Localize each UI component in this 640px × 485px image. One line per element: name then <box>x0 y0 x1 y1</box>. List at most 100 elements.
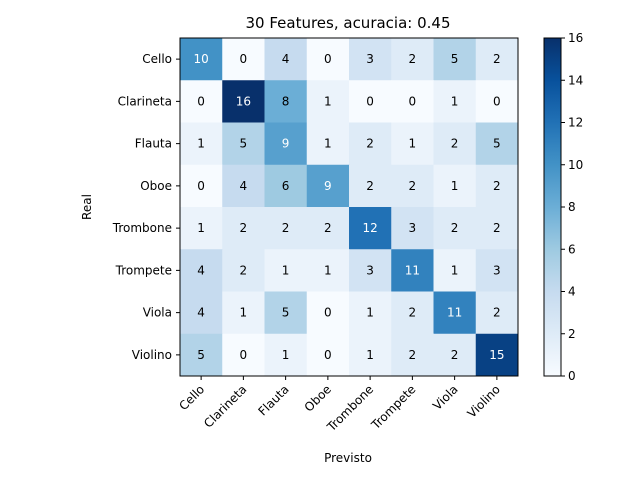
heatmap-cell <box>180 333 223 377</box>
cell-value-label: 0 <box>197 94 205 108</box>
heatmap-cell <box>306 38 350 81</box>
cell-value-label: 2 <box>493 306 501 320</box>
cell-value-label: 1 <box>324 137 332 151</box>
heatmap-cell <box>222 80 265 123</box>
cell-value-label: 2 <box>409 179 417 193</box>
cell-value-label: 3 <box>493 263 501 277</box>
heatmap-cell <box>264 291 308 335</box>
heatmap-cell <box>180 122 223 166</box>
heatmap-cell <box>391 164 434 208</box>
cell-value-label: 16 <box>236 94 251 108</box>
cell-value-label: 0 <box>324 52 332 66</box>
cell-value-label: 4 <box>282 52 290 66</box>
y-axis-ticks: Cello Clarineta Flauta Oboe Trombone Trompete… <box>112 52 180 362</box>
x-tick-label: Cello <box>176 382 207 413</box>
heatmap-cell <box>433 80 477 123</box>
heatmap-cell <box>391 38 434 81</box>
heatmap-cell <box>433 207 477 250</box>
cell-value-label: 2 <box>409 348 417 362</box>
y-tick-label: Oboe <box>140 179 172 193</box>
cell-value-label: 0 <box>493 94 501 108</box>
cell-value-label: 1 <box>366 306 374 320</box>
colorbar: 0 2 4 6 8 10 12 14 16 <box>543 31 583 383</box>
cell-value-label: 1 <box>324 263 332 277</box>
heatmap-cell <box>180 291 223 335</box>
cell-value-label: 2 <box>409 52 417 66</box>
cell-value-label: 2 <box>493 52 501 66</box>
heatmap-cell <box>222 164 265 208</box>
heatmap-cell <box>433 333 477 377</box>
x-tick-label: Violino <box>465 382 503 420</box>
x-tick-label: Clarineta <box>201 382 249 430</box>
chart-title: 30 Features, acuracia: 0.45 <box>245 14 450 32</box>
cell-value-label: 2 <box>366 179 374 193</box>
heatmap-cell <box>222 38 265 81</box>
cell-value-label: 1 <box>451 263 459 277</box>
heatmap-cell <box>475 291 519 335</box>
heatmap-cell <box>349 164 392 208</box>
heatmap-cell <box>180 38 223 81</box>
heatmap-cell <box>433 291 477 335</box>
colorbar-tick-label: 10 <box>568 158 583 172</box>
heatmap-cell <box>222 291 265 335</box>
heatmap-cell <box>306 207 350 250</box>
heatmap-cell <box>391 333 434 377</box>
colorbar-tick-label: 2 <box>568 327 576 341</box>
cell-value-label: 9 <box>324 179 332 193</box>
heatmap-cell <box>349 38 392 81</box>
colorbar-tick-label: 16 <box>568 31 583 45</box>
cell-value-label: 9 <box>282 137 290 151</box>
heatmap-cell <box>264 164 308 208</box>
cell-value-label: 3 <box>366 263 374 277</box>
heatmap-cell <box>264 249 308 292</box>
cell-value-label: 6 <box>282 179 290 193</box>
y-tick-label: Violino <box>132 348 172 362</box>
cell-value-label: 10 <box>193 52 208 66</box>
cell-value-label: 5 <box>197 348 205 362</box>
cell-value-label: 11 <box>447 306 462 320</box>
x-tick-label: Flauta <box>255 382 291 418</box>
heatmap-cell <box>180 207 223 250</box>
heatmap-cell <box>306 80 350 123</box>
cell-value-label: 4 <box>197 263 205 277</box>
heatmap-cell <box>306 249 350 292</box>
x-tick-label: Trompete <box>368 382 418 432</box>
x-axis-label: Previsto <box>324 451 372 465</box>
heatmap-cell <box>391 122 434 166</box>
cell-value-label: 15 <box>489 348 504 362</box>
cell-value-label: 12 <box>362 221 377 235</box>
heatmap-cell <box>306 122 350 166</box>
heatmap-cell <box>180 249 223 292</box>
heatmap-cell <box>475 164 519 208</box>
cell-value-label: 0 <box>324 306 332 320</box>
y-tick-label: Flauta <box>135 137 172 151</box>
heatmap-cell <box>475 207 519 250</box>
heatmap-cell <box>222 122 265 166</box>
colorbar-scale <box>543 37 562 377</box>
heatmap-cell <box>433 122 477 166</box>
cell-value-label: 2 <box>409 306 417 320</box>
cell-value-label: 1 <box>451 94 459 108</box>
cell-value-label: 2 <box>451 221 459 235</box>
x-tick-label: Oboe <box>302 382 334 414</box>
cell-value-label: 1 <box>366 348 374 362</box>
heatmap-cell <box>433 164 477 208</box>
cell-value-label: 2 <box>324 221 332 235</box>
cell-value-label: 0 <box>240 52 248 66</box>
cell-value-label: 1 <box>197 137 205 151</box>
colorbar-tick-label: 6 <box>568 242 576 256</box>
cell-value-label: 1 <box>451 179 459 193</box>
cell-value-label: 2 <box>451 348 459 362</box>
cell-value-label: 0 <box>197 179 205 193</box>
heatmap-cell <box>391 249 434 292</box>
cell-value-label: 3 <box>366 52 374 66</box>
heatmap-cell <box>264 122 308 166</box>
cell-value-label: 2 <box>240 263 248 277</box>
colorbar-tick-label: 14 <box>568 73 583 87</box>
cell-value-label: 2 <box>366 137 374 151</box>
heatmap-cell <box>222 333 265 377</box>
cell-value-label: 5 <box>493 137 501 151</box>
